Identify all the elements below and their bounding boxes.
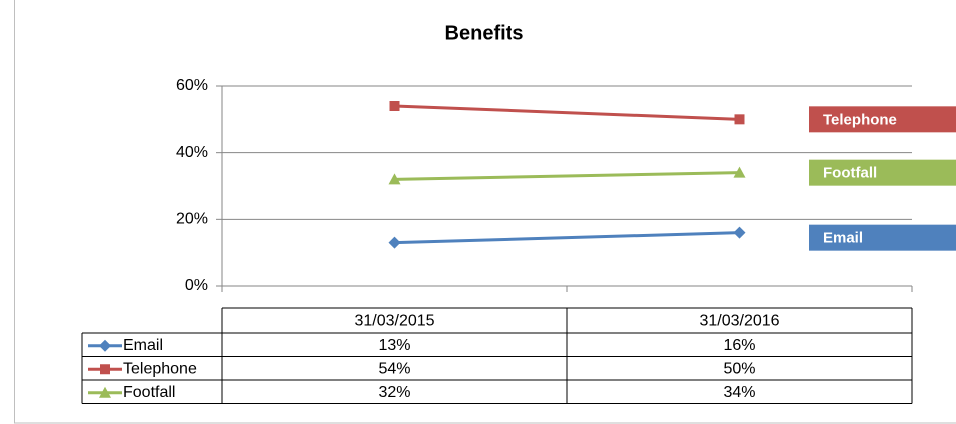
- series-line: [394, 104, 740, 121]
- y-tick-label: 0%: [185, 277, 208, 294]
- legend-label: Email: [123, 337, 163, 354]
- table-value: 32%: [378, 384, 410, 401]
- y-tick-label: 60%: [176, 77, 208, 94]
- data-point: [733, 226, 746, 239]
- legend-label: Telephone: [123, 360, 197, 377]
- data-point: [733, 166, 746, 178]
- table-value: 16%: [723, 337, 755, 354]
- legend-marker: [99, 339, 111, 352]
- series-line: [394, 231, 740, 245]
- y-tick-label: 40%: [176, 144, 208, 161]
- series-tag-label: Email: [823, 230, 863, 247]
- y-tick-label: 20%: [176, 211, 208, 228]
- series-tag: [809, 106, 956, 133]
- table-value: 34%: [723, 384, 755, 401]
- table-value: 54%: [378, 360, 410, 377]
- series-tag: [809, 159, 956, 186]
- series-tag: [809, 224, 956, 251]
- data-point: [734, 114, 745, 125]
- chart-title: Benefits: [445, 22, 524, 44]
- series-line: [394, 171, 740, 181]
- series-tag-label: Footfall: [823, 165, 877, 182]
- legend-marker: [99, 386, 111, 398]
- table-value: 13%: [378, 337, 410, 354]
- chart-frame: [14, 0, 956, 424]
- data-point: [388, 236, 401, 249]
- legend-label: Footfall: [123, 384, 175, 401]
- x-tick-label: 31/03/2015: [354, 313, 434, 330]
- data-point: [389, 101, 400, 111]
- series-tag-label: Telephone: [823, 111, 897, 128]
- legend-marker: [100, 364, 110, 375]
- table-value: 50%: [723, 360, 755, 377]
- x-tick-label: 31/03/2016: [699, 313, 779, 330]
- data-point: [388, 173, 401, 185]
